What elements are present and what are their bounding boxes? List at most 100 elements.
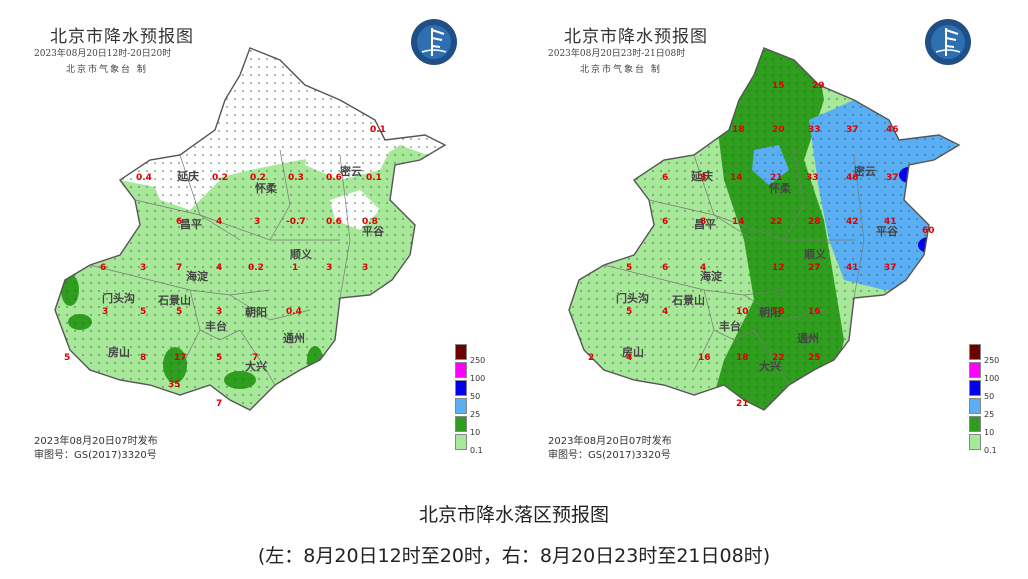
precip-value: 10 bbox=[736, 307, 749, 317]
precip-value: 35 bbox=[168, 380, 181, 390]
legend-swatch-25 bbox=[969, 398, 981, 414]
legend-label: 10 bbox=[984, 428, 995, 437]
precip-value: 7 bbox=[252, 353, 258, 363]
precip-value: 25 bbox=[808, 353, 821, 363]
precip-value: 46 bbox=[886, 125, 899, 135]
precip-value: 0.4 bbox=[286, 307, 302, 317]
district-label-pinggu: 平谷 bbox=[362, 224, 385, 238]
legend-swatch-10 bbox=[455, 416, 467, 432]
precip-value: 21 bbox=[770, 173, 783, 183]
precip-value: 14 bbox=[730, 173, 743, 183]
precip-value: 41 bbox=[884, 217, 897, 227]
precip-value: 6 bbox=[176, 217, 182, 227]
district-label-chaoyang: 朝阳 bbox=[245, 305, 267, 319]
district-label-miyun: 密云 bbox=[340, 164, 362, 178]
precip-legend: 250 100 50 25 10 0.1 bbox=[969, 344, 1019, 456]
precip-value: 0.6 bbox=[326, 173, 342, 183]
legend-swatch-10 bbox=[969, 416, 981, 432]
precip-value: 18 bbox=[772, 307, 785, 317]
approval-number: 审图号：GS(2017)3320号 bbox=[34, 450, 157, 461]
precip-value: 5 bbox=[64, 353, 70, 363]
legend-label: 50 bbox=[470, 392, 481, 401]
figure-caption-title: 北京市降水落区预报图 bbox=[418, 504, 609, 526]
figure-caption-subtitle: (左：8月20日12时至20时，右：8月20日23时至21日08时) bbox=[257, 545, 771, 567]
precip-legend: 250 100 50 25 10 0.1 bbox=[455, 344, 505, 456]
precip-value: 21 bbox=[736, 399, 749, 409]
precip-value: 7 bbox=[176, 263, 182, 273]
precip-value: 5 bbox=[140, 307, 146, 317]
precip-value: 18 bbox=[732, 125, 745, 135]
district-label-daxing: 大兴 bbox=[759, 359, 781, 373]
issue-time: 2023年08月20日07时发布 bbox=[34, 436, 158, 447]
district-label-shijingshan: 石景山 bbox=[671, 293, 705, 307]
precip-value: 0.1 bbox=[366, 173, 382, 183]
precip-value: 27 bbox=[808, 263, 821, 273]
district-label-mentougou: 门头沟 bbox=[102, 291, 135, 305]
legend-label: 25 bbox=[470, 410, 481, 419]
precip-value: 8 bbox=[700, 173, 706, 183]
precip-value: 4 bbox=[662, 307, 668, 317]
precipitation-map-right: 延庆 怀柔 密云 昌平 平谷 顺义 海淀 门头沟 石景山 朝阳 丰台 通州 房山… bbox=[568, 47, 961, 411]
precip-value: 0.1 bbox=[370, 125, 386, 135]
legend-label: 250 bbox=[984, 356, 1000, 365]
precip-value: 16 bbox=[808, 307, 821, 317]
district-label-shunyi: 顺义 bbox=[290, 247, 313, 261]
precip-value: 0.2 bbox=[212, 173, 228, 183]
precip-value: 6 bbox=[662, 217, 668, 227]
district-label-shunyi: 顺义 bbox=[804, 247, 827, 261]
legend-swatch-25 bbox=[455, 398, 467, 414]
precip-value: 22 bbox=[770, 217, 783, 227]
legend-swatch-50 bbox=[969, 380, 981, 396]
precip-value: 5 bbox=[626, 307, 632, 317]
legend-label: 25 bbox=[984, 410, 995, 419]
panel-time-range: 2023年08月20日23时-21日08时 bbox=[548, 49, 686, 59]
precip-value: 8 bbox=[700, 217, 706, 227]
precip-value: 0.2 bbox=[248, 263, 264, 273]
district-label-huairou: 怀柔 bbox=[255, 181, 278, 195]
precip-value: 6 bbox=[100, 263, 106, 273]
precip-value: 0.2 bbox=[250, 173, 266, 183]
precip-value: 3 bbox=[362, 263, 368, 273]
precip-value: 2 bbox=[588, 353, 594, 363]
precip-value: 3 bbox=[254, 217, 260, 227]
precip-value: 6 bbox=[662, 263, 668, 273]
precip-value: 7 bbox=[216, 399, 222, 409]
legend-label: 250 bbox=[470, 356, 486, 365]
panel-time-range: 2023年08月20日12时-20日20时 bbox=[34, 49, 172, 59]
precip-value: 41 bbox=[846, 263, 859, 273]
precip-value: 8 bbox=[140, 353, 146, 363]
legend-swatch-250 bbox=[455, 344, 467, 360]
district-label-miyun: 密云 bbox=[854, 164, 876, 178]
precip-value: 6 bbox=[662, 173, 668, 183]
precip-value: 20 bbox=[772, 125, 785, 135]
precip-value: 12 bbox=[772, 263, 785, 273]
precip-value: 60 bbox=[922, 226, 935, 236]
district-label-haidian: 海淀 bbox=[700, 269, 723, 283]
precip-value: 5 bbox=[626, 263, 632, 273]
precip-value: 3 bbox=[102, 307, 108, 317]
district-label-haidian: 海淀 bbox=[186, 269, 209, 283]
precip-value: 15 bbox=[772, 81, 785, 91]
precip-value: 4 bbox=[626, 353, 632, 363]
district-label-fengtai: 丰台 bbox=[719, 319, 741, 333]
precip-value: 14 bbox=[732, 217, 745, 227]
panel-title: 北京市降水预报图 bbox=[50, 27, 194, 47]
district-label-fengtai: 丰台 bbox=[205, 319, 227, 333]
approval-number: 审图号：GS(2017)3320号 bbox=[548, 450, 671, 461]
precip-value: 4 bbox=[700, 263, 706, 273]
precip-value: 17 bbox=[174, 353, 187, 363]
precip-value: 0.8 bbox=[362, 217, 378, 227]
legend-label: 0.1 bbox=[984, 446, 997, 455]
issue-time: 2023年08月20日07时发布 bbox=[548, 436, 672, 447]
precip-value: 3 bbox=[326, 263, 332, 273]
district-label-daxing: 大兴 bbox=[245, 359, 267, 373]
precip-value: -0.7 bbox=[286, 217, 306, 227]
legend-swatch-100 bbox=[455, 362, 467, 378]
precipitation-map-left: 延庆 怀柔 密云 昌平 平谷 顺义 海淀 门头沟 石景山 朝阳 丰台 通州 房山… bbox=[54, 47, 447, 411]
forecast-panel-right: 北京市降水预报图 2023年08月20日23时-21日08时 北京市气象台 制 bbox=[514, 0, 1028, 470]
forecast-panel-left: 北京市降水预报图 2023年08月20日12时-20日20时 北京市气象台 制 bbox=[0, 0, 514, 470]
precip-value: 16 bbox=[698, 353, 711, 363]
precip-value: 3 bbox=[140, 263, 146, 273]
district-label-tongzhou: 通州 bbox=[797, 332, 819, 345]
district-label-shijingshan: 石景山 bbox=[157, 293, 191, 307]
